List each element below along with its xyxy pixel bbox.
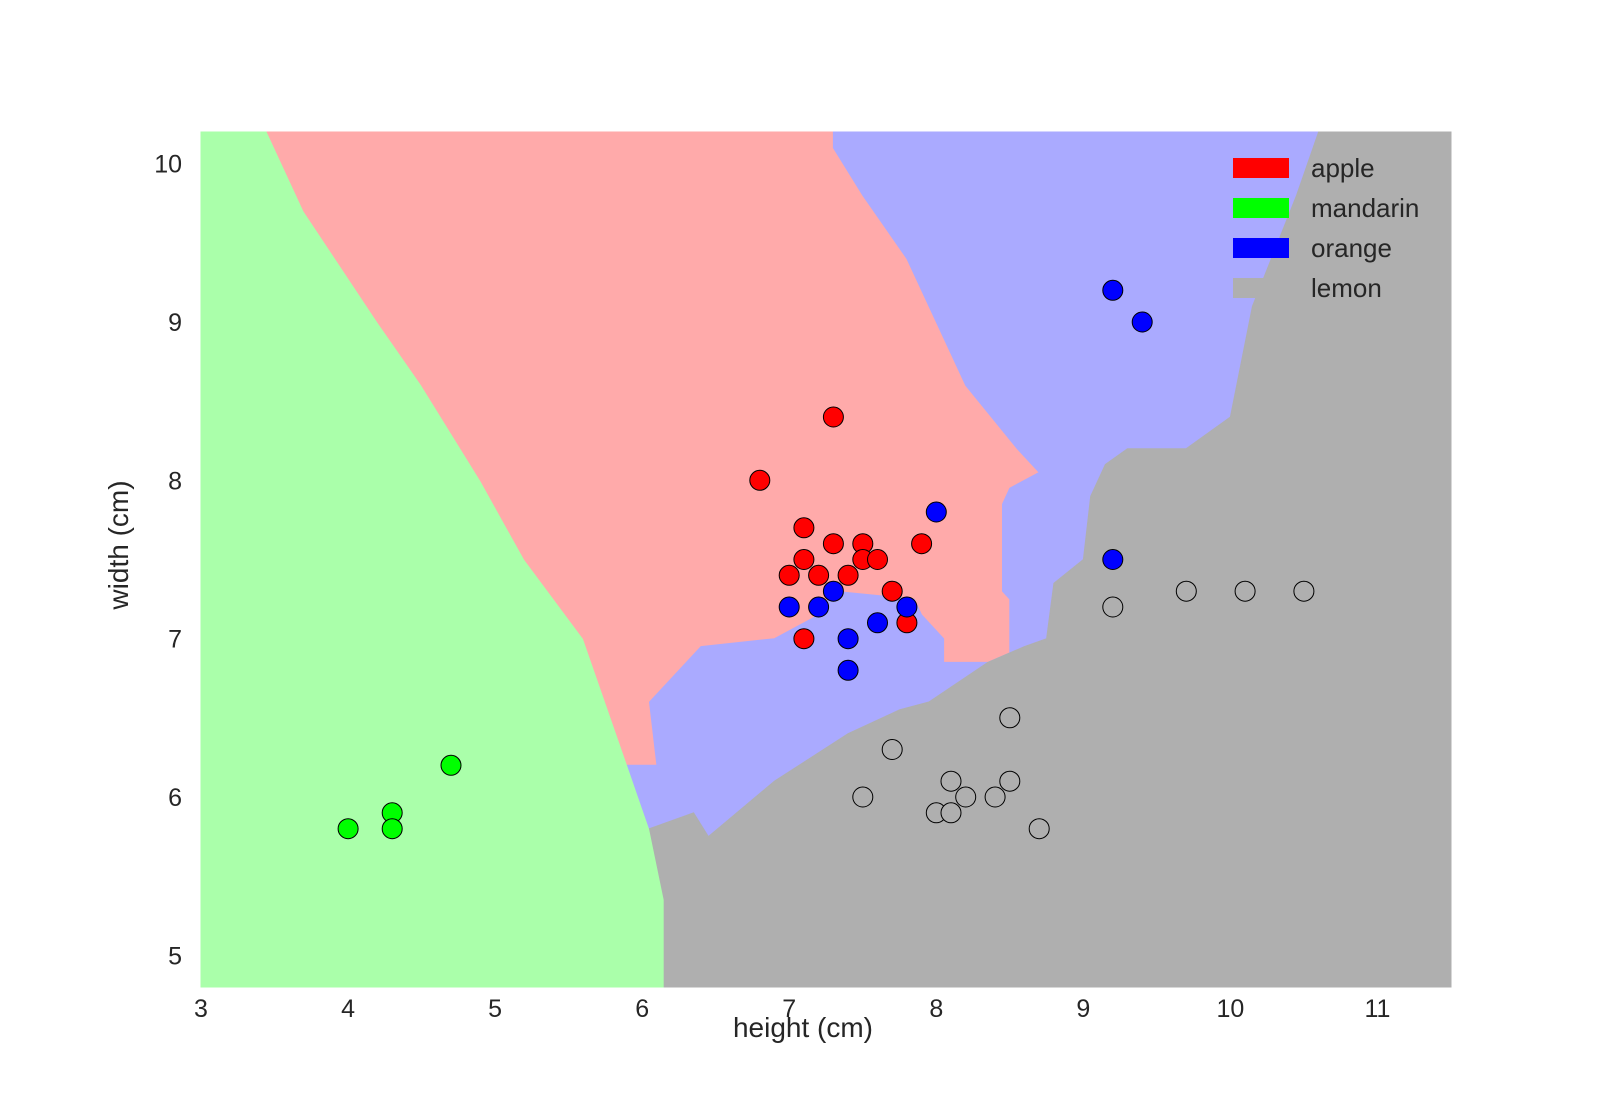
y-tick-label: 8 [168, 467, 182, 495]
apple-point [778, 564, 800, 586]
x-tick-label: 3 [194, 995, 208, 1023]
lemon-point [881, 739, 903, 760]
orange-point [896, 596, 918, 618]
x-tick-label: 4 [341, 995, 355, 1023]
orange-point [1131, 311, 1153, 333]
orange-point [1102, 549, 1124, 570]
apple-point [837, 564, 859, 586]
legend-swatch-apple [1233, 158, 1289, 178]
mandarin-point [337, 818, 359, 840]
y-tick-label: 6 [168, 784, 182, 812]
series-apple [749, 406, 933, 650]
y-tick-label: 10 [154, 151, 182, 179]
lemon-point [940, 770, 962, 792]
apple-point [822, 533, 844, 555]
lemon-point [1028, 818, 1050, 840]
x-tick-label: 11 [1364, 995, 1390, 1023]
lemon-point [1293, 580, 1315, 602]
x-tick-label: 8 [929, 995, 943, 1023]
apple-point [881, 580, 903, 602]
y-tick-label: 7 [168, 626, 182, 654]
lemon-point [852, 786, 874, 808]
lemon-point [984, 786, 1006, 808]
lemon-point [999, 707, 1021, 729]
orange-point [778, 596, 800, 618]
orange-point [925, 501, 947, 523]
legend-label-lemon: lemon [1311, 273, 1382, 303]
y-tick-label: 5 [168, 942, 182, 970]
orange-point [837, 628, 859, 650]
apple-point [911, 533, 933, 555]
orange-point [822, 580, 844, 602]
mandarin-point [381, 818, 403, 840]
legend: apple mandarin orange lemon [1233, 153, 1419, 303]
apple-point [867, 549, 888, 570]
legend-swatch-orange [1233, 238, 1289, 258]
legend-label-apple: apple [1311, 153, 1375, 183]
y-axis-ticks: 5 6 7 8 9 10 [154, 151, 182, 971]
legend-label-orange: orange [1311, 233, 1392, 263]
data-points [337, 279, 1315, 840]
lemon-point [999, 770, 1021, 792]
apple-point [808, 564, 830, 586]
mandarin-point [440, 754, 462, 776]
x-axis-label: height (cm) [733, 1012, 873, 1043]
lemon-point [1175, 580, 1197, 602]
apple-point [793, 628, 815, 650]
series-orange [778, 279, 1153, 681]
x-tick-label: 6 [635, 995, 649, 1023]
lemon-point [955, 786, 977, 808]
orange-point [837, 659, 859, 681]
x-axis-ticks: 3 4 5 6 7 8 9 10 11 [194, 995, 1390, 1023]
y-axis-label: width (cm) [103, 480, 134, 610]
apple-point [793, 549, 815, 570]
orange-point [1102, 279, 1124, 301]
x-tick-label: 9 [1076, 995, 1090, 1023]
x-tick-label: 5 [488, 995, 502, 1023]
legend-swatch-lemon [1233, 278, 1289, 298]
decision-regions [200, 131, 1452, 988]
apple-point [793, 517, 815, 539]
x-tick-label: 10 [1217, 995, 1245, 1023]
legend-label-mandarin: mandarin [1311, 193, 1419, 223]
orange-point [867, 612, 888, 634]
lemon-point [1102, 596, 1124, 618]
x-tick-label: 7 [782, 995, 796, 1023]
lemon-point [940, 802, 962, 824]
orange-point [808, 596, 830, 618]
apple-point [822, 406, 844, 428]
lemon-point [1234, 580, 1256, 602]
y-tick-label: 9 [168, 309, 182, 337]
apple-point [749, 469, 771, 491]
legend-swatch-mandarin [1233, 198, 1289, 218]
series-mandarin [337, 754, 462, 840]
series-lemon [852, 580, 1315, 840]
region-lemon [648, 131, 1452, 988]
